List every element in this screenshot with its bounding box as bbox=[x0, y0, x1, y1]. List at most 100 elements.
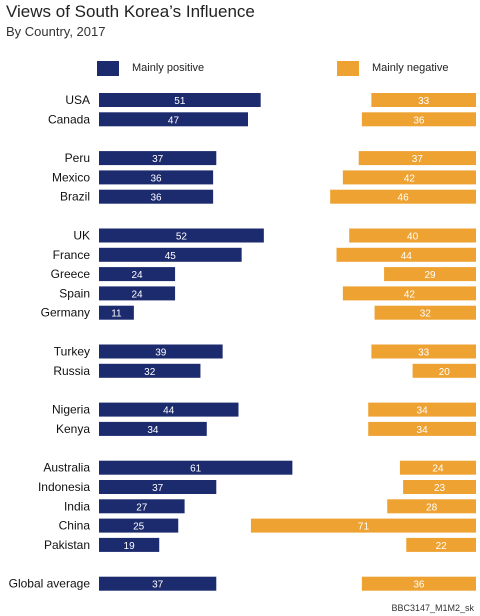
value-label-positive-usa: 51 bbox=[174, 96, 186, 107]
value-label-negative-germany: 32 bbox=[420, 309, 432, 320]
value-label-positive-russia: 32 bbox=[144, 367, 156, 378]
value-label-positive-global-average: 37 bbox=[152, 580, 164, 591]
value-label-negative-russia: 20 bbox=[439, 367, 451, 378]
bar-negative-france bbox=[336, 247, 476, 262]
bar-negative-canada bbox=[361, 112, 476, 127]
footnote: BBC3147_M1M2_sk bbox=[391, 603, 474, 613]
chart-title: Views of South Korea’s Influence bbox=[6, 2, 255, 21]
country-label-usa: USA bbox=[65, 93, 90, 107]
bar-negative-china bbox=[250, 518, 476, 533]
bar-negative-nigeria bbox=[368, 402, 476, 417]
value-label-negative-india: 28 bbox=[426, 502, 438, 513]
bar-negative-germany bbox=[374, 305, 476, 320]
bar-positive-brazil bbox=[99, 189, 214, 204]
bar-negative-brazil bbox=[330, 189, 476, 204]
value-label-negative-australia: 24 bbox=[432, 464, 444, 475]
bar-positive-turkey bbox=[99, 344, 223, 359]
value-label-positive-brazil: 36 bbox=[150, 193, 162, 204]
value-label-negative-global-average: 36 bbox=[413, 580, 425, 591]
bar-negative-spain bbox=[342, 286, 476, 301]
value-label-negative-nigeria: 34 bbox=[417, 406, 429, 417]
bar-positive-global-average bbox=[99, 576, 217, 591]
value-label-positive-france: 45 bbox=[165, 251, 177, 262]
value-label-negative-brazil: 46 bbox=[398, 193, 410, 204]
value-label-negative-turkey: 33 bbox=[418, 348, 430, 359]
bar-positive-nigeria bbox=[99, 402, 239, 417]
country-label-global-average: Global average bbox=[9, 577, 91, 591]
bar-negative-kenya bbox=[368, 421, 476, 436]
bar-negative-usa bbox=[371, 93, 476, 107]
bar-negative-indonesia bbox=[403, 480, 476, 494]
bar-negative-peru bbox=[358, 151, 476, 166]
value-label-positive-nigeria: 44 bbox=[163, 406, 175, 417]
bar-chart: USA 51 33 Canada 47 36 Peru 37 37 Mexico 36 42 Brazi… bbox=[9, 93, 476, 591]
bar-negative-india bbox=[387, 499, 476, 514]
bar-positive-canada bbox=[99, 112, 248, 127]
bar-positive-india bbox=[99, 499, 185, 514]
value-label-positive-canada: 47 bbox=[168, 115, 180, 126]
country-label-india: India bbox=[64, 499, 90, 513]
value-label-negative-kenya: 34 bbox=[417, 425, 429, 436]
country-label-germany: Germany bbox=[41, 306, 90, 320]
country-label-nigeria: Nigeria bbox=[52, 403, 90, 417]
bar-positive-indonesia bbox=[99, 480, 217, 494]
country-label-uk: UK bbox=[73, 229, 90, 243]
value-label-positive-india: 27 bbox=[136, 502, 148, 513]
bar-positive-peru bbox=[99, 151, 217, 166]
country-label-pakistan: Pakistan bbox=[44, 538, 90, 552]
value-label-positive-china: 25 bbox=[133, 522, 145, 533]
value-label-positive-turkey: 39 bbox=[155, 348, 167, 359]
chart-subtitle: By Country, 2017 bbox=[6, 24, 106, 39]
bar-positive-pakistan bbox=[99, 537, 160, 552]
country-label-france: France bbox=[53, 248, 91, 262]
bar-negative-turkey bbox=[371, 344, 476, 359]
bar-negative-mexico bbox=[342, 170, 476, 185]
value-label-negative-spain: 42 bbox=[404, 289, 416, 300]
bar-positive-china bbox=[99, 518, 179, 533]
country-label-indonesia: Indonesia bbox=[38, 480, 90, 494]
country-label-russia: Russia bbox=[53, 364, 90, 378]
bar-negative-global-average bbox=[361, 576, 476, 591]
bar-positive-russia bbox=[99, 363, 201, 378]
value-label-positive-indonesia: 37 bbox=[152, 483, 164, 494]
country-label-canada: Canada bbox=[48, 112, 90, 126]
value-label-negative-canada: 36 bbox=[413, 115, 425, 126]
country-label-china: China bbox=[59, 519, 91, 533]
bar-positive-uk bbox=[99, 228, 264, 243]
value-label-positive-pakistan: 19 bbox=[124, 541, 136, 552]
value-label-positive-kenya: 34 bbox=[147, 425, 159, 436]
bar-positive-mexico bbox=[99, 170, 214, 185]
value-label-negative-usa: 33 bbox=[418, 96, 430, 107]
value-label-positive-uk: 52 bbox=[176, 232, 188, 243]
country-label-peru: Peru bbox=[65, 151, 90, 165]
bar-positive-spain bbox=[99, 286, 176, 301]
value-label-negative-china: 71 bbox=[358, 522, 370, 533]
value-label-negative-mexico: 42 bbox=[404, 173, 416, 184]
value-label-positive-mexico: 36 bbox=[150, 173, 162, 184]
country-label-brazil: Brazil bbox=[60, 190, 90, 204]
legend-swatch-positive bbox=[97, 61, 119, 76]
value-label-positive-australia: 61 bbox=[190, 464, 202, 475]
bar-negative-australia bbox=[399, 460, 476, 475]
value-label-negative-indonesia: 23 bbox=[434, 483, 446, 494]
bar-positive-usa bbox=[99, 93, 261, 107]
value-label-positive-greece: 24 bbox=[131, 270, 143, 281]
value-label-positive-germany: 11 bbox=[111, 309, 122, 320]
country-label-turkey: Turkey bbox=[54, 345, 90, 359]
bar-positive-kenya bbox=[99, 421, 207, 436]
country-label-greece: Greece bbox=[51, 267, 91, 281]
legend-label-positive: Mainly positive bbox=[132, 62, 205, 74]
legend-swatch-negative bbox=[337, 61, 359, 76]
bar-negative-uk bbox=[349, 228, 476, 243]
legend-label-negative: Mainly negative bbox=[372, 62, 449, 74]
bar-positive-greece bbox=[99, 267, 176, 282]
bar-negative-pakistan bbox=[406, 537, 476, 552]
value-label-negative-uk: 40 bbox=[407, 232, 419, 243]
bar-positive-france bbox=[99, 247, 242, 262]
value-label-negative-pakistan: 22 bbox=[436, 541, 448, 552]
value-label-positive-peru: 37 bbox=[152, 154, 164, 165]
bar-negative-greece bbox=[384, 267, 476, 282]
value-label-positive-spain: 24 bbox=[131, 289, 143, 300]
country-label-australia: Australia bbox=[43, 461, 90, 475]
value-label-negative-france: 44 bbox=[401, 251, 413, 262]
